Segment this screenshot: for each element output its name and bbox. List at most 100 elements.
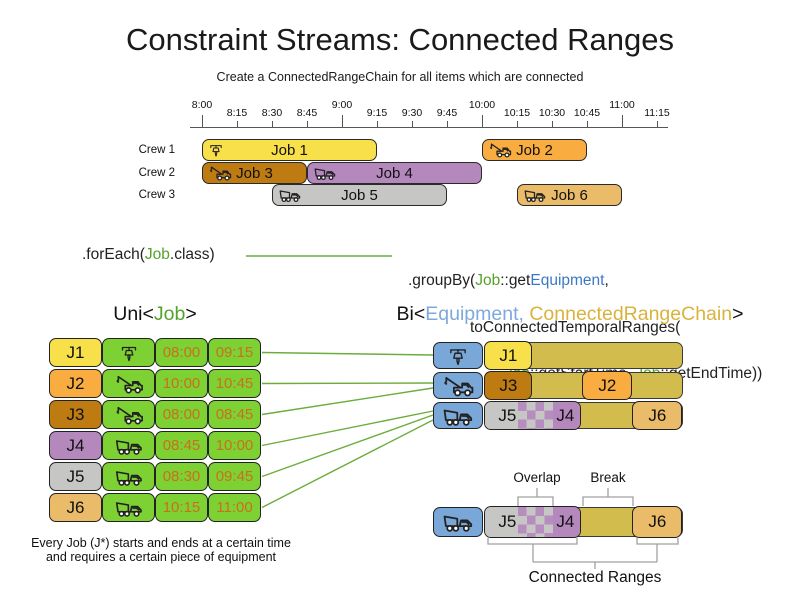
gantt-bar-label: Job 5 (341, 186, 378, 204)
end-time-cell: 10:45 (208, 369, 261, 398)
axis-tick-label: 10:00 (468, 99, 496, 111)
axis-tick (482, 115, 483, 127)
job-range-label-j5: J5 (498, 512, 517, 531)
start-time-cell: 10:00 (155, 369, 208, 398)
gantt-bar-job1: Job 1 (202, 139, 377, 161)
connected-ranges-label: Connected Ranges (528, 569, 662, 586)
range-chain-bar: J5 J4 J6 (484, 401, 683, 430)
bi-header-chain: ConnectedRangeChain (523, 303, 733, 325)
bi-header-prefix: Bi< (396, 303, 426, 325)
axis-line (190, 127, 668, 128)
job-range-j6: J6 (632, 401, 683, 430)
equipment-cell (433, 402, 483, 429)
dump-truck-icon-wrap (278, 187, 302, 207)
job-range-j1: J1 (484, 341, 533, 370)
job-range-j2: J2 (582, 371, 633, 400)
uni-header-suffix: > (185, 303, 197, 325)
job-range-label-j5: J5 (498, 405, 517, 425)
equipment-cell (433, 342, 483, 369)
start-time-cell: 08:00 (155, 338, 208, 367)
code-token: , (604, 272, 609, 289)
uni-header-prefix: Uni< (113, 303, 154, 325)
equipment-icon-cell (102, 431, 155, 460)
axis-tick-label: 8:30 (261, 107, 283, 119)
range-strip (553, 402, 581, 429)
code-groupby-line2: toConnectedTemporalRanges( (408, 318, 762, 336)
note-line1: Every Job (J*) starts and ends at a cert… (31, 536, 291, 550)
axis-tick (657, 121, 658, 127)
code-token: Job (144, 246, 170, 263)
overlap-range-group: J5 J4 (484, 401, 582, 430)
axis-tick-label: 8:45 (296, 107, 318, 119)
axis-tick-label: 9:00 (331, 99, 353, 111)
equipment-icon-cell (102, 400, 155, 429)
break-label: Break (590, 470, 626, 485)
job-range-label-j4: J4 (556, 405, 575, 425)
code-token: ::get (500, 272, 531, 289)
equipment-cell (433, 372, 483, 399)
code-token: .forEach( (82, 246, 145, 263)
bi-header-suffix: > (732, 303, 744, 325)
code-token: toConnectedTemporalRanges( (470, 318, 681, 336)
gantt-bar-label: Job 3 (236, 164, 273, 182)
bracket-line (517, 496, 554, 506)
axis-tick (202, 115, 203, 127)
job-id-cell: J6 (49, 493, 102, 522)
end-time-cell: 08:45 (208, 400, 261, 429)
axis-tick (272, 121, 273, 127)
job-id-cell: J3 (49, 400, 102, 429)
job-id-cell: J2 (49, 369, 102, 398)
overlap-checker (518, 402, 554, 429)
overlap-range-group: J5 J4 (484, 506, 582, 538)
equipment-icon-cell (102, 493, 155, 522)
axis-tick-label: 10:45 (573, 107, 601, 119)
dump-truck-icon (314, 168, 336, 181)
connector-line (261, 419, 434, 509)
gantt-bar-job3: Job 3 (202, 162, 307, 184)
range-strip (485, 507, 519, 537)
range-chain-bar: J3 J2 (484, 371, 683, 400)
gantt-bar-label: Job 6 (551, 186, 588, 204)
axis-tick (622, 115, 623, 127)
jackhammer-icon-wrap (208, 142, 224, 162)
bi-header-equipment: Equipment, (425, 303, 524, 325)
jackhammer-icon (210, 145, 222, 157)
axis-tick (552, 121, 553, 127)
gantt-bar-job2: Job 2 (482, 139, 587, 161)
axis-tick-label: 10:30 (538, 107, 566, 119)
axis-tick (307, 121, 308, 127)
equipment-icon-cell (102, 338, 155, 367)
range-chain-bar: J5 J4 J6 (484, 506, 683, 538)
dump-truck-icon (443, 515, 473, 532)
dump-truck-icon (279, 190, 301, 203)
start-time-cell: 10:15 (155, 493, 208, 522)
uni-header: Uni<Job> (49, 303, 261, 326)
axis-tick-label: 11:15 (644, 107, 670, 119)
axis-tick (587, 121, 588, 127)
page-title: Constraint Streams: Connected Ranges (126, 22, 674, 57)
crane-truck-icon (116, 406, 143, 424)
crane-truck-icon-wrap (488, 142, 512, 162)
jackhammer-icon (121, 346, 136, 361)
bracket-line (487, 538, 578, 545)
axis-tick-label: 8:15 (226, 107, 248, 119)
equipment-icon-cell (102, 462, 155, 491)
jackhammer-icon (450, 348, 466, 365)
axis-tick (342, 115, 343, 127)
note-line2: and requires a certain piece of equipmen… (45, 550, 276, 564)
dump-truck-icon (115, 470, 142, 486)
gantt-bar-label: Job 1 (271, 141, 308, 159)
dump-truck-icon (443, 409, 473, 426)
connector-line (261, 414, 434, 478)
equipment-cell (433, 507, 483, 537)
dump-truck-icon (524, 190, 546, 203)
crew-label: Crew 3 (138, 189, 175, 201)
overlap-label: Overlap (513, 470, 561, 485)
bracket-line (582, 496, 634, 506)
bi-header: Bi<Equipment, ConnectedRangeChain> (380, 303, 760, 326)
code-foreach: .forEach(Job.class) (82, 247, 215, 263)
explanation-note: Every Job (J*) starts and ends at a cert… (10, 536, 312, 564)
job-range-label-j4: J4 (556, 512, 575, 531)
code-token: Equipment (530, 272, 605, 289)
